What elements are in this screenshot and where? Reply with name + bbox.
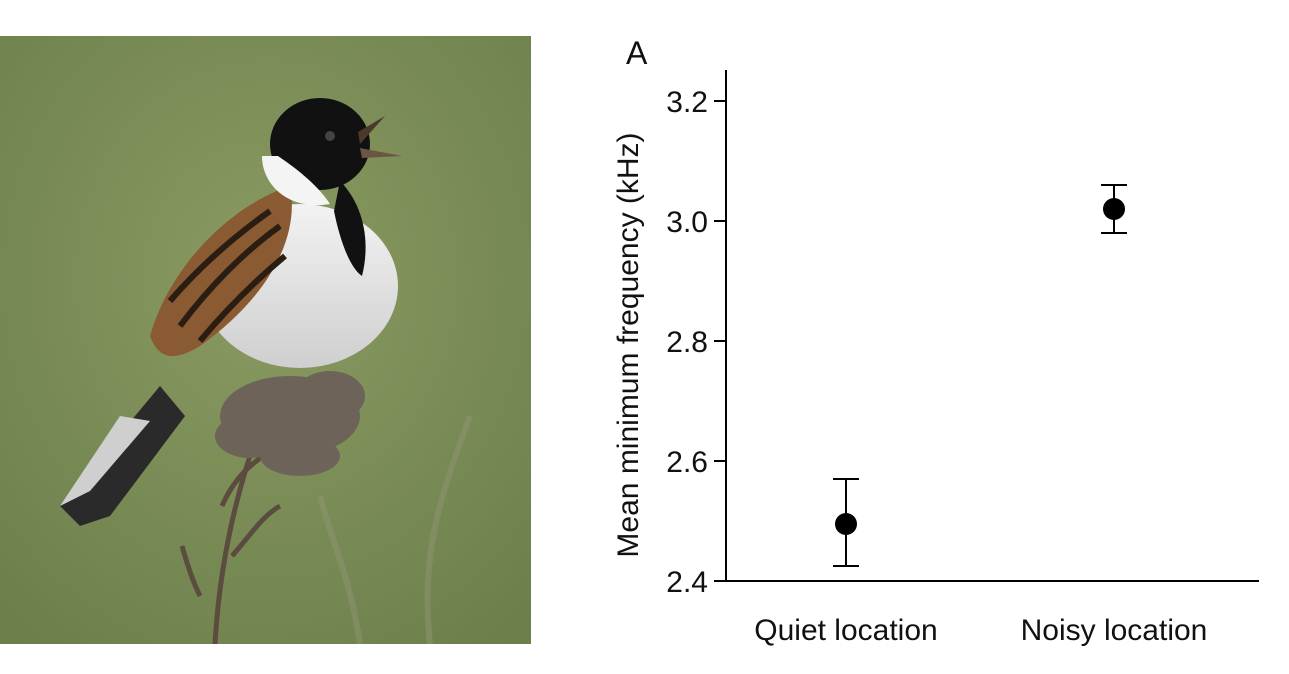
data-point bbox=[1103, 198, 1125, 220]
y-tick-label: 3.0 bbox=[666, 206, 708, 239]
x-category-label: Noisy location bbox=[1021, 614, 1208, 647]
bird-photo bbox=[0, 36, 531, 644]
y-tick-label: 2.4 bbox=[666, 566, 708, 599]
y-tick-label: 3.2 bbox=[666, 86, 708, 119]
data-point bbox=[835, 513, 857, 535]
y-axis-label: Mean minimum frequency (kHz) bbox=[612, 132, 645, 557]
panel-label: A bbox=[626, 35, 648, 71]
x-category-label: Quiet location bbox=[754, 614, 937, 647]
y-tick-label: 2.6 bbox=[666, 446, 708, 479]
data-points bbox=[833, 184, 1127, 567]
y-tick-label: 2.8 bbox=[666, 326, 708, 359]
reed-bunting-illustration bbox=[0, 36, 531, 644]
x-category-labels: Quiet location Noisy location bbox=[754, 614, 1207, 647]
chart-canvas: A Mean minimum frequency (kHz) 2.4 2.6 2.8… bbox=[612, 35, 1259, 647]
frequency-chart: A Mean minimum frequency (kHz) 2.4 2.6 2.8… bbox=[560, 0, 1289, 669]
y-ticks: 2.4 2.6 2.8 3.0 3.2 bbox=[666, 86, 726, 599]
